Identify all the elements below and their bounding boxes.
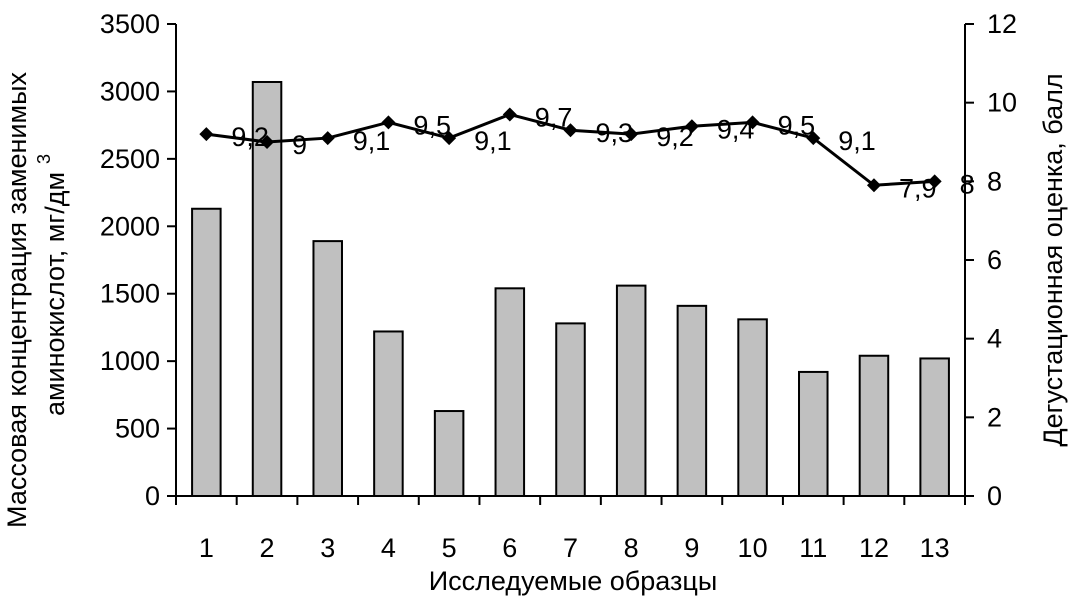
- x-tick-label: 3: [320, 533, 335, 563]
- score-data-label: 9,1: [474, 126, 512, 156]
- y-left-tick-label: 1500: [100, 279, 160, 309]
- axis-labels: Исследуемые образцы Массовая концентраци…: [2, 72, 1068, 596]
- x-tick-label: 11: [799, 533, 827, 563]
- y-left-tick-label: 2500: [100, 144, 160, 174]
- score-point: [563, 123, 578, 138]
- x-tick-label: 1: [199, 533, 214, 563]
- y-left-tick-label: 500: [115, 414, 160, 444]
- y-left-axis-label-text: аминокислот, мг/дм: [40, 172, 70, 416]
- y-right-tick-label: 10: [987, 88, 1017, 118]
- score-data-label: 9,7: [535, 102, 573, 132]
- y-right-tick-label: 2: [987, 402, 1002, 432]
- y-left-tick-label: 1000: [100, 346, 160, 376]
- score-point: [260, 135, 275, 149]
- x-axis-label: Исследуемые образцы: [429, 566, 718, 596]
- bar: [555, 322, 586, 497]
- score-point: [199, 127, 214, 142]
- y-right-tick-label: 6: [987, 245, 1002, 275]
- bar: [373, 330, 404, 497]
- y-left-tick-label: 0: [145, 481, 160, 511]
- y-left-axis-label-sup: 3: [34, 154, 54, 164]
- bar: [191, 207, 222, 498]
- bar: [919, 357, 950, 497]
- score-data-label: 9,2: [656, 122, 694, 152]
- score-point: [866, 178, 881, 193]
- y-left-tick-label: 3500: [100, 9, 160, 39]
- score-data-label: 9: [292, 130, 307, 160]
- y-left-axis-label-line1: Массовая концентрация заменимых: [2, 72, 32, 528]
- score-data-label: 9,5: [413, 110, 451, 140]
- bar: [858, 354, 890, 497]
- y-right-tick-label: 8: [987, 166, 1002, 196]
- x-tick-label: 8: [624, 533, 639, 563]
- y-left-tick-label: 3000: [100, 76, 160, 106]
- x-tick-label: 7: [563, 533, 578, 563]
- score-point: [502, 107, 517, 122]
- bar: [615, 284, 647, 497]
- score-point: [624, 127, 639, 142]
- bar: [433, 410, 465, 498]
- score-data-label: 8: [960, 169, 975, 199]
- y-right-tick-label: 0: [987, 481, 1002, 511]
- bar: [312, 240, 343, 497]
- score-point: [381, 115, 396, 130]
- bar: [798, 370, 829, 497]
- score-point: [806, 131, 821, 146]
- x-tick-label: 10: [738, 533, 768, 563]
- score-point: [320, 131, 335, 146]
- bar: [676, 304, 708, 498]
- y-right-tick-label: 4: [987, 324, 1002, 354]
- score-series: 9,2 9 9,1 9,5 9,1 9,7 9,3 9,2 9,4 9,5 9,1 7,9 8: [199, 102, 975, 203]
- score-data-label: 9,3: [596, 118, 634, 148]
- score-point: [745, 115, 760, 130]
- y-right-axis-label: Дегустационная оценка, балл: [1038, 73, 1068, 446]
- x-tick-label: 9: [684, 533, 699, 563]
- score-data-label: 9,4: [717, 114, 755, 144]
- bar-series: [191, 80, 950, 498]
- y-left-axis-label-line2: аминокислот, мг/дм 3: [34, 154, 70, 416]
- x-tick-label: 4: [381, 533, 396, 563]
- score-data-label: 9,2: [231, 122, 269, 152]
- x-tick-label: 2: [260, 533, 275, 563]
- x-tick-label: 6: [502, 533, 517, 563]
- score-point: [927, 174, 942, 189]
- y-right-tick-label: 12: [987, 9, 1017, 39]
- score-data-label: 7,9: [899, 173, 937, 203]
- bar: [737, 318, 768, 497]
- x-tick-label: 13: [920, 533, 950, 563]
- score-point: [684, 119, 699, 134]
- score-point: [442, 131, 457, 146]
- x-tick-label: 12: [859, 533, 889, 563]
- score-data-label: 9,5: [778, 110, 816, 140]
- x-tick-label: 5: [442, 533, 457, 563]
- score-data-label: 9,1: [838, 126, 876, 156]
- score-data-label: 9,1: [353, 126, 391, 156]
- y-left-tick-label: 2000: [100, 211, 160, 241]
- bar: [494, 287, 526, 497]
